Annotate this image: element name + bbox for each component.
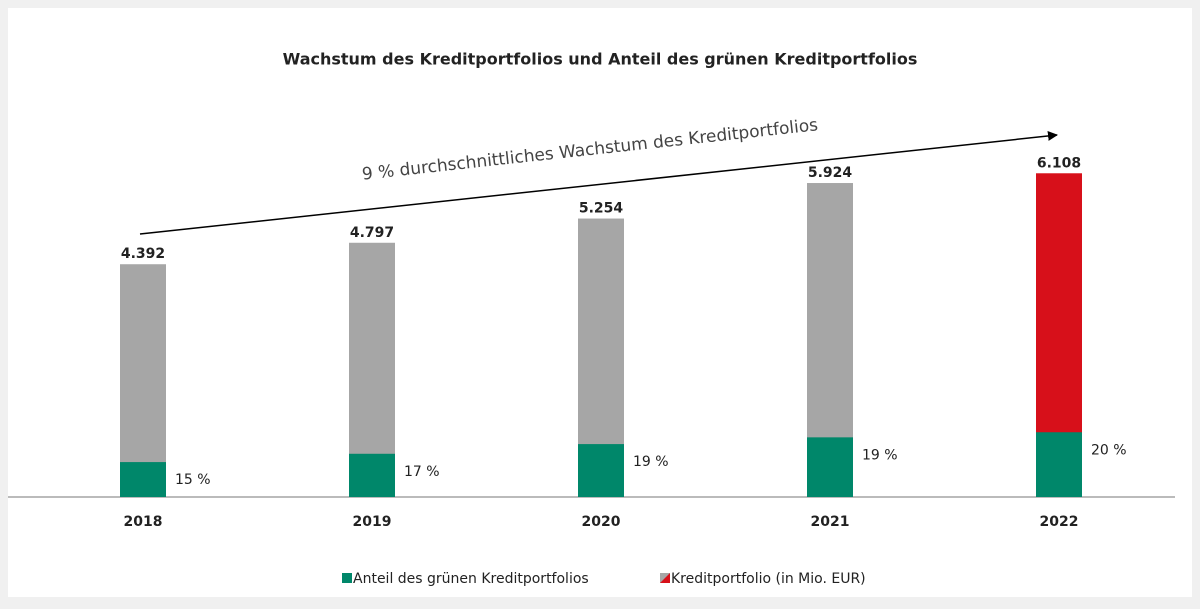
share-label: 15 % (175, 472, 211, 488)
share-label: 19 % (862, 447, 898, 463)
growth-arrow (139, 130, 1058, 235)
legend-label: Kreditportfolio (in Mio. EUR) (671, 571, 866, 587)
legend-swatch (342, 573, 352, 583)
legend-swatch (660, 573, 670, 583)
x-tick-label: 2021 (811, 514, 850, 530)
portfolio-bar (120, 264, 166, 497)
total-label: 5.924 (808, 165, 853, 181)
share-label: 19 % (633, 454, 669, 470)
total-label: 4.797 (350, 225, 394, 241)
share-label: 17 % (404, 464, 440, 480)
legend-label: Anteil des grünen Kreditportfolios (353, 571, 589, 587)
chart-title: Wachstum des Kreditportfolios und Anteil… (283, 50, 918, 69)
x-tick-label: 2020 (582, 514, 621, 530)
green-share-bar (578, 444, 624, 497)
green-share-bar (807, 437, 853, 497)
x-tick-label: 2022 (1040, 514, 1079, 530)
green-share-bar (1036, 432, 1082, 497)
green-share-bar (349, 453, 395, 497)
total-label: 5.254 (579, 201, 624, 217)
total-label: 6.108 (1037, 155, 1081, 171)
share-label: 20 % (1091, 442, 1127, 458)
green-share-bar (120, 462, 166, 497)
x-tick-label: 2018 (124, 514, 163, 530)
x-tick-label: 2019 (353, 514, 392, 530)
total-label: 4.392 (121, 246, 165, 262)
